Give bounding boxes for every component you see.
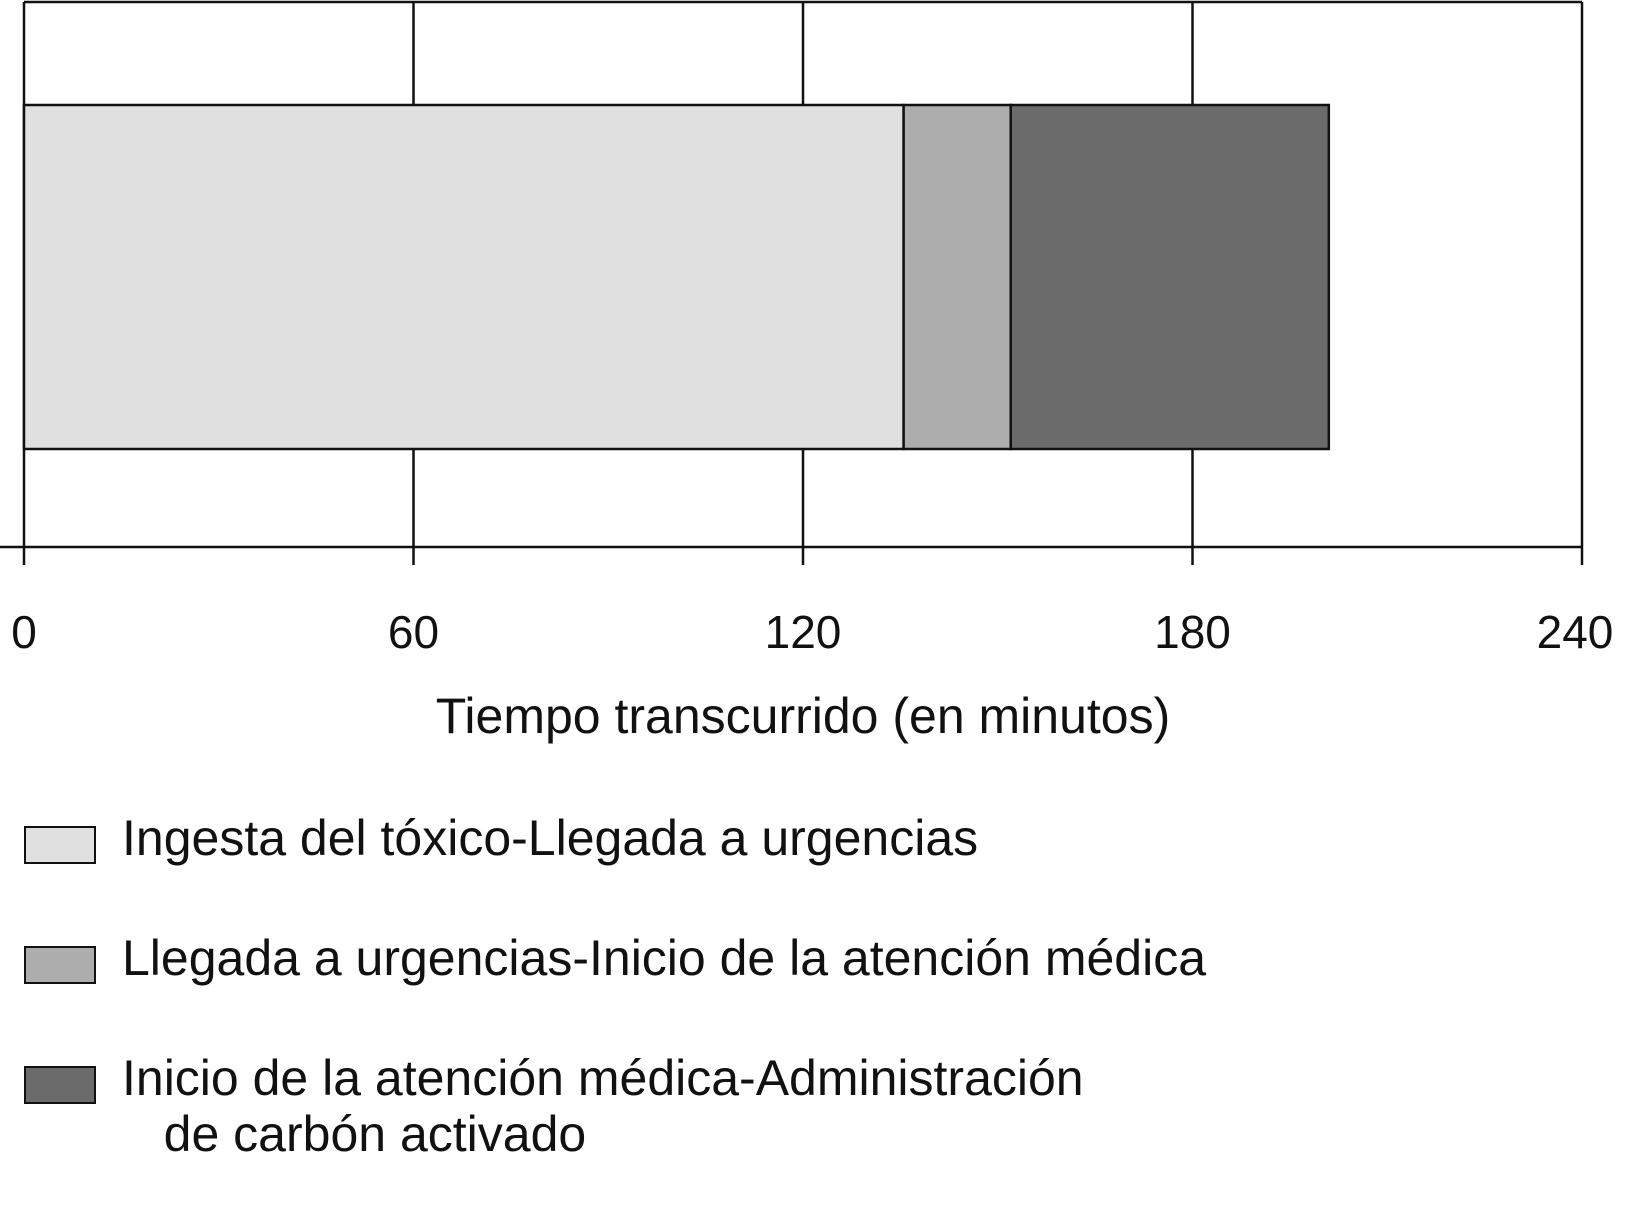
legend-swatch <box>24 826 96 864</box>
legend-swatch <box>24 946 96 984</box>
legend-label: Ingesta del tóxico-Llegada a urgencias <box>122 810 979 866</box>
x-tick-label: 60 <box>388 606 439 658</box>
x-tick-label: 180 <box>1154 606 1231 658</box>
x-axis-title: Tiempo transcurrido (en minutos) <box>436 688 1171 744</box>
x-axis <box>0 0 1584 565</box>
x-tick-label: 240 <box>1537 606 1614 658</box>
legend-label: Llegada a urgencias-Inicio de la atenció… <box>122 930 1207 986</box>
x-tick-label: 120 <box>765 606 842 658</box>
x-tick-label: 0 <box>11 606 37 658</box>
bar-segment <box>1009 103 1331 451</box>
chart: 0 60 120 180 240 Tiempo transcurrido (en min… <box>0 0 1613 744</box>
bar-segment <box>902 103 1012 451</box>
stacked-bar <box>22 103 1331 451</box>
bar-segment <box>22 103 905 451</box>
legend-swatch <box>24 1066 96 1104</box>
legend-label: Inicio de la atención médica-Administrac… <box>122 1050 1084 1162</box>
x-tick-labels: 0 60 120 180 240 <box>11 606 1613 658</box>
